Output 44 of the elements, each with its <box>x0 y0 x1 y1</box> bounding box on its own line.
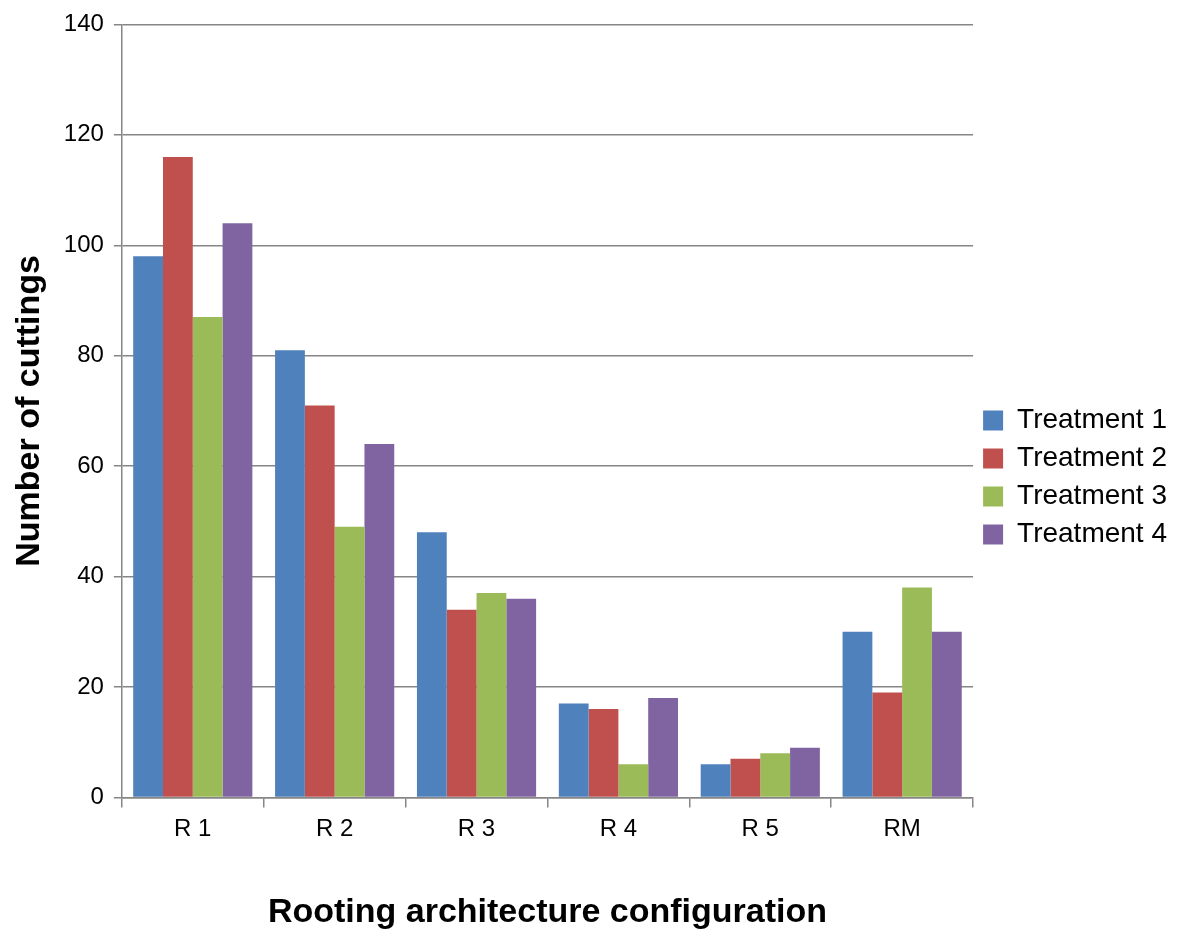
legend-label: Treatment 2 <box>1017 441 1168 473</box>
bar <box>648 698 678 797</box>
y-axis-title: Number of cuttings <box>7 255 46 567</box>
bar <box>192 317 223 797</box>
bar <box>790 747 820 797</box>
y-tick-label: 0 <box>90 782 104 810</box>
legend-label: Treatment 3 <box>1017 479 1168 511</box>
bar <box>558 703 589 797</box>
bar <box>902 587 932 797</box>
y-tick-label: 80 <box>77 340 104 368</box>
bar <box>588 709 619 797</box>
bar <box>760 753 791 797</box>
x-tick-label: R 1 <box>174 814 212 842</box>
bar <box>506 598 537 797</box>
x-tick-label: R 2 <box>315 814 354 842</box>
bar <box>416 532 447 797</box>
bar <box>446 609 477 797</box>
x-tick-label: R 4 <box>599 814 638 842</box>
y-tick-label: 120 <box>63 119 104 147</box>
x-tick-label: RM <box>883 814 921 842</box>
bar <box>700 764 731 797</box>
x-axis-title: Rooting architecture configuration <box>267 890 828 929</box>
bar <box>842 631 873 797</box>
bar <box>872 692 903 797</box>
y-tick-label: 140 <box>63 9 104 37</box>
bar <box>275 350 305 797</box>
y-tick-label: 100 <box>63 229 104 257</box>
bar <box>162 156 193 797</box>
y-tick-label: 60 <box>77 450 104 478</box>
bar <box>364 444 395 797</box>
bar <box>618 764 649 797</box>
legend-label: Treatment 4 <box>1017 517 1168 549</box>
y-tick-label: 40 <box>77 561 104 589</box>
bar <box>222 223 253 797</box>
bar <box>133 256 163 797</box>
y-tick-label: 20 <box>77 671 104 699</box>
bar <box>730 758 761 797</box>
legend-label: Treatment 1 <box>1017 403 1168 435</box>
bar <box>476 593 507 797</box>
x-tick-label: R 5 <box>741 814 779 842</box>
bar <box>931 631 962 797</box>
x-tick-label: R 3 <box>457 814 496 842</box>
bar <box>334 526 365 797</box>
bar <box>304 405 335 797</box>
